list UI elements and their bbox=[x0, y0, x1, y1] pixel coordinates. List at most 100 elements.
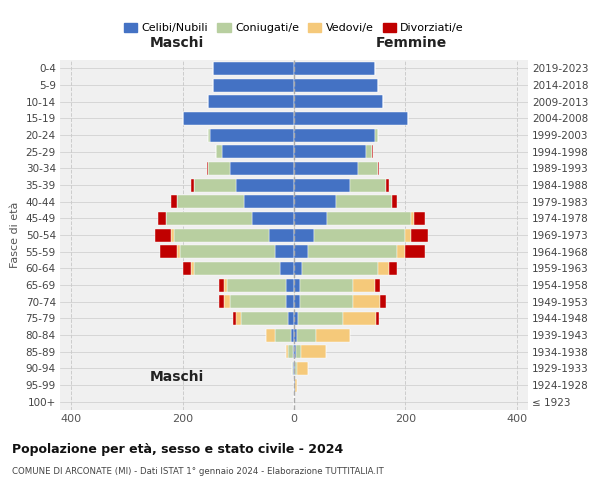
Bar bbox=[252, 212, 294, 225]
Bar bbox=[294, 112, 408, 125]
Bar bbox=[177, 245, 180, 258]
Bar bbox=[155, 228, 172, 241]
Bar bbox=[294, 295, 299, 308]
Bar bbox=[380, 295, 386, 308]
Bar bbox=[213, 62, 294, 75]
Bar bbox=[377, 262, 389, 275]
Bar bbox=[358, 162, 377, 175]
Bar bbox=[172, 228, 174, 241]
Bar bbox=[275, 245, 294, 258]
Bar bbox=[406, 245, 425, 258]
Bar bbox=[294, 312, 298, 325]
Bar bbox=[294, 195, 336, 208]
Bar bbox=[208, 95, 294, 108]
Bar bbox=[191, 178, 194, 192]
Bar bbox=[397, 245, 406, 258]
Bar bbox=[219, 278, 224, 291]
Bar bbox=[266, 328, 275, 342]
Bar bbox=[219, 295, 224, 308]
Bar bbox=[297, 328, 316, 342]
Bar bbox=[293, 345, 294, 358]
Bar bbox=[389, 262, 397, 275]
Bar bbox=[194, 262, 280, 275]
Bar bbox=[294, 78, 377, 92]
Bar bbox=[286, 278, 294, 291]
Bar bbox=[269, 228, 294, 241]
Bar bbox=[221, 145, 294, 158]
Bar bbox=[174, 228, 269, 241]
Bar bbox=[367, 145, 372, 158]
Bar bbox=[392, 195, 397, 208]
Bar bbox=[411, 228, 428, 241]
Bar bbox=[191, 262, 194, 275]
Text: Maschi: Maschi bbox=[150, 36, 204, 50]
Bar bbox=[295, 362, 297, 375]
Bar bbox=[294, 62, 375, 75]
Bar bbox=[230, 295, 286, 308]
Bar bbox=[213, 78, 294, 92]
Bar bbox=[301, 345, 326, 358]
Text: Maschi: Maschi bbox=[150, 370, 204, 384]
Bar bbox=[230, 162, 294, 175]
Bar bbox=[299, 295, 353, 308]
Bar bbox=[211, 128, 294, 141]
Bar bbox=[294, 212, 328, 225]
Text: Femmine: Femmine bbox=[376, 36, 446, 50]
Bar bbox=[343, 312, 376, 325]
Bar bbox=[297, 362, 308, 375]
Bar bbox=[294, 245, 308, 258]
Text: COMUNE DI ARCONATE (MI) - Dati ISTAT 1° gennaio 2024 - Elaborazione TUTTITALIA.I: COMUNE DI ARCONATE (MI) - Dati ISTAT 1° … bbox=[12, 468, 384, 476]
Bar bbox=[289, 312, 294, 325]
Bar bbox=[294, 345, 296, 358]
Bar bbox=[294, 162, 358, 175]
Bar bbox=[286, 345, 289, 358]
Bar bbox=[233, 312, 235, 325]
Bar bbox=[316, 328, 350, 342]
Bar bbox=[314, 228, 406, 241]
Bar bbox=[280, 262, 294, 275]
Bar bbox=[294, 178, 350, 192]
Bar bbox=[308, 245, 397, 258]
Bar bbox=[289, 345, 293, 358]
Bar bbox=[377, 162, 379, 175]
Bar bbox=[295, 378, 298, 392]
Text: Popolazione per età, sesso e stato civile - 2024: Popolazione per età, sesso e stato civil… bbox=[12, 442, 343, 456]
Bar bbox=[166, 212, 252, 225]
Bar bbox=[208, 162, 230, 175]
Legend: Celibi/Nubili, Coniugati/e, Vedovi/e, Divorziati/e: Celibi/Nubili, Coniugati/e, Vedovi/e, Di… bbox=[119, 18, 469, 38]
Bar bbox=[411, 212, 414, 225]
Bar bbox=[291, 328, 294, 342]
Bar bbox=[294, 278, 299, 291]
Y-axis label: Fasce di età: Fasce di età bbox=[10, 202, 20, 268]
Bar bbox=[386, 178, 389, 192]
Bar bbox=[206, 162, 208, 175]
Bar bbox=[353, 295, 380, 308]
Bar bbox=[376, 312, 379, 325]
Bar bbox=[294, 262, 302, 275]
Bar bbox=[224, 278, 227, 291]
Bar bbox=[328, 212, 411, 225]
Bar bbox=[241, 312, 289, 325]
Bar bbox=[294, 145, 367, 158]
Bar bbox=[172, 195, 177, 208]
Bar bbox=[302, 262, 377, 275]
Bar bbox=[414, 212, 425, 225]
Bar bbox=[292, 362, 293, 375]
Bar bbox=[177, 195, 244, 208]
Bar bbox=[350, 178, 386, 192]
Bar bbox=[298, 312, 343, 325]
Bar bbox=[194, 178, 235, 192]
Bar bbox=[224, 295, 230, 308]
Bar bbox=[294, 328, 297, 342]
Bar bbox=[227, 278, 286, 291]
Bar bbox=[235, 178, 294, 192]
Bar bbox=[235, 312, 241, 325]
Bar bbox=[294, 228, 314, 241]
Bar bbox=[372, 145, 373, 158]
Bar bbox=[244, 195, 294, 208]
Bar bbox=[336, 195, 392, 208]
Bar bbox=[216, 145, 221, 158]
Bar bbox=[182, 262, 191, 275]
Bar bbox=[375, 128, 377, 141]
Bar bbox=[160, 245, 177, 258]
